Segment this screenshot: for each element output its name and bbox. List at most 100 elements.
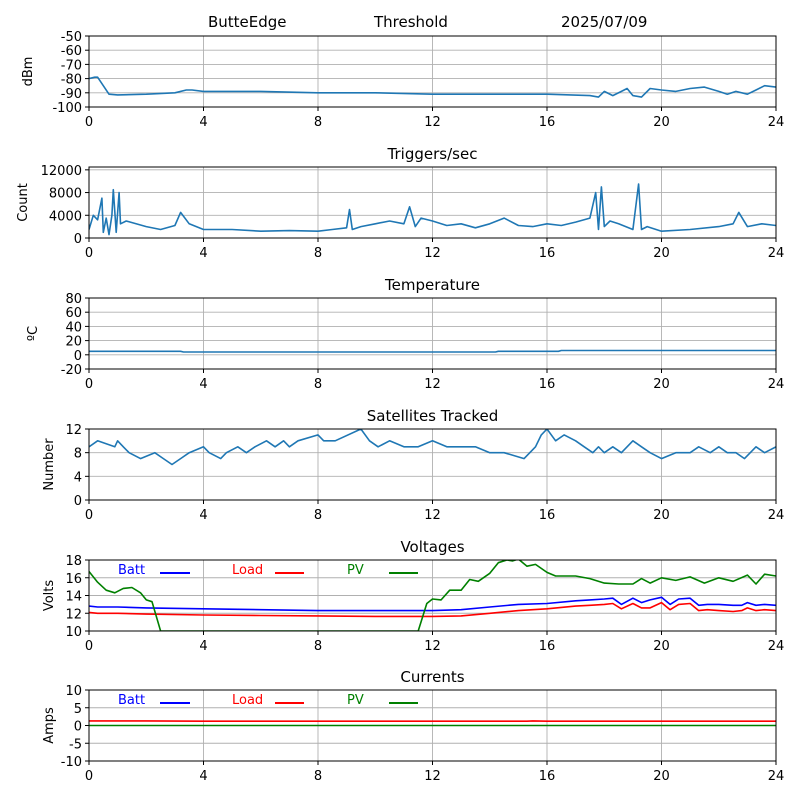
x-tick-label: 24 (768, 508, 785, 523)
x-tick-label: 0 (85, 115, 93, 130)
y-tick-label: 0 (74, 720, 82, 735)
y-tick-label: -20 (61, 363, 82, 378)
y-tick-label: 18 (65, 554, 82, 569)
x-tick-label: 12 (424, 246, 441, 261)
x-tick-label: 0 (85, 377, 93, 392)
x-tick-label: 20 (653, 508, 670, 523)
x-tick-label: 16 (539, 639, 556, 654)
x-tick-label: 16 (539, 246, 556, 261)
y-axis-label: Amps (42, 707, 57, 744)
header-station: ButteEdge (208, 13, 287, 31)
x-tick-label: 4 (199, 115, 207, 130)
series-line-main (89, 429, 776, 466)
x-tick-label: 12 (424, 115, 441, 130)
series-line-main (89, 349, 776, 353)
x-tick-label: 20 (653, 377, 670, 392)
x-tick-label: 12 (424, 508, 441, 523)
x-tick-label: 0 (85, 508, 93, 523)
y-tick-label: 12000 (41, 164, 82, 179)
chart-title: Voltages (400, 538, 464, 556)
x-tick-label: 8 (314, 115, 322, 130)
header-date: 2025/07/09 (561, 13, 647, 31)
chart-satellites: 0 4 8 12 16 20 24 0 4 8 12 Satellites Tracked Number (42, 407, 784, 523)
x-tick-label: 8 (314, 508, 322, 523)
series-line-batt (89, 596, 776, 612)
x-tick-label: 16 (539, 115, 556, 130)
x-tick-label: 4 (199, 508, 207, 523)
series-line-main (89, 76, 776, 98)
legend-label-batt: Batt (118, 563, 145, 578)
y-axis-label: Number (42, 438, 57, 491)
y-tick-label: 16 (65, 572, 82, 587)
y-tick-label: 40 (65, 320, 82, 335)
x-tick-label: 24 (768, 769, 785, 784)
chart-title: Currents (400, 668, 464, 686)
y-axis-label: Count (16, 183, 31, 222)
series-line-load (89, 601, 776, 618)
y-tick-label: 10 (65, 625, 82, 640)
x-tick-label: 8 (314, 377, 322, 392)
y-tick-label: 0 (74, 232, 82, 247)
x-tick-label: 20 (653, 246, 670, 261)
x-tick-label: 4 (199, 377, 207, 392)
legend-label-pv: PV (347, 693, 364, 708)
y-axis-label: dBm (21, 57, 36, 87)
chart-currents: 0 4 8 12 16 20 24 -10 -5 0 5 10 Currents Amps Batt Load… (42, 668, 784, 784)
chart-triggers: 0 4 8 12 16 20 24 0 4000 8000 12000 Triggers/sec Cou… (16, 145, 784, 261)
y-tick-label: 0 (74, 349, 82, 364)
y-tick-label: -100 (52, 101, 82, 116)
y-tick-label: 80 (65, 292, 82, 307)
series-line-pv (89, 560, 776, 631)
y-tick-label: 8 (74, 447, 82, 462)
header-plot-name: Threshold (373, 13, 448, 31)
x-tick-label: 20 (653, 639, 670, 654)
y-tick-label: -60 (61, 44, 82, 59)
y-tick-label: 60 (65, 306, 82, 321)
x-tick-label: 24 (768, 639, 785, 654)
chart-voltages: 0 4 8 12 16 20 24 10 12 14 16 18 Voltages Volts Batt Lo… (42, 538, 784, 654)
x-tick-label: 4 (199, 246, 207, 261)
series-line-main (89, 183, 776, 236)
y-tick-label: 12 (65, 607, 82, 622)
y-tick-label: 0 (74, 494, 82, 509)
y-tick-label: -50 (61, 30, 82, 45)
x-tick-label: 0 (85, 246, 93, 261)
x-tick-label: 24 (768, 115, 785, 130)
y-tick-label: -80 (61, 73, 82, 88)
legend-label-load: Load (232, 693, 263, 708)
y-tick-label: -90 (61, 87, 82, 102)
x-tick-label: 4 (199, 639, 207, 654)
x-tick-label: 24 (768, 377, 785, 392)
x-tick-label: 0 (85, 639, 93, 654)
chart-title: Temperature (384, 276, 480, 294)
x-tick-label: 16 (539, 377, 556, 392)
y-tick-label: 5 (74, 702, 82, 717)
legend-label-pv: PV (347, 563, 364, 578)
y-tick-label: 14 (65, 590, 82, 605)
y-tick-label: -70 (61, 58, 82, 73)
x-tick-label: 12 (424, 377, 441, 392)
y-tick-label: 8000 (49, 187, 82, 202)
x-tick-label: 20 (653, 115, 670, 130)
y-tick-label: 12 (65, 423, 82, 438)
chart-title: Satellites Tracked (367, 407, 498, 425)
legend-label-batt: Batt (118, 693, 145, 708)
x-tick-label: 16 (539, 769, 556, 784)
chart-threshold: 0 4 8 12 16 20 24 -100-90-80-70-60-50 dBm (21, 30, 784, 130)
x-tick-label: 4 (199, 769, 207, 784)
x-tick-label: 8 (314, 769, 322, 784)
x-tick-label: 16 (539, 508, 556, 523)
legend-label-load: Load (232, 563, 263, 578)
chart-title: Triggers/sec (387, 145, 478, 163)
x-tick-label: 0 (85, 769, 93, 784)
x-tick-label: 12 (424, 769, 441, 784)
y-tick-label: 4000 (49, 209, 82, 224)
y-tick-label: -5 (69, 737, 82, 752)
y-tick-label: -10 (61, 755, 82, 770)
x-tick-label: 20 (653, 769, 670, 784)
x-tick-label: 8 (314, 246, 322, 261)
x-tick-label: 8 (314, 639, 322, 654)
